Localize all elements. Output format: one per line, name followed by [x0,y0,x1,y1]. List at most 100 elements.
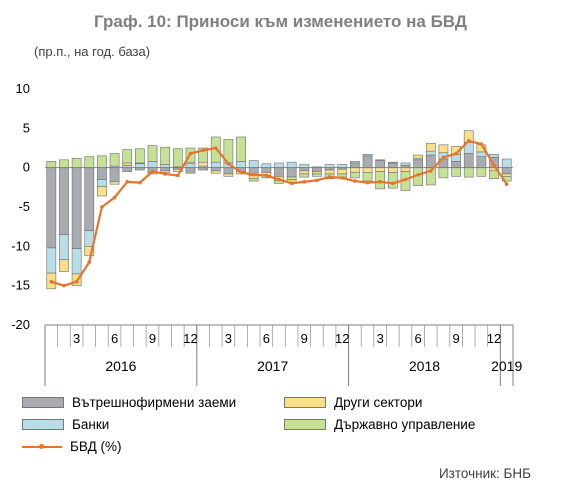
year-label: 2018 [409,358,440,374]
x-tick-label: 9 [149,331,156,346]
bars-layer [46,130,512,290]
legend-swatch-banks [22,419,64,430]
year-label: 2019 [491,358,522,374]
line-point [125,180,130,184]
legend-item-government: Държавно управление [284,417,475,432]
bar-other [223,173,234,177]
bar-banks [501,158,512,168]
bar-intercompany [122,167,133,172]
line-point [403,177,408,182]
legend-label-government: Държавно управление [334,417,476,432]
bar-banks [185,163,196,168]
legend-label-intercompany: Вътрешнофирмени заеми [72,395,237,410]
legend-item-other: Други сектори [284,395,422,410]
bar-intercompany [375,160,386,168]
line-point [365,180,370,185]
x-tick-label: 3 [73,331,80,346]
x-tick-label: 12 [487,331,501,346]
bar-intercompany [97,167,107,180]
bar-intercompany [59,167,69,235]
bar-government [59,159,69,168]
bar-banks [400,162,411,166]
y-tick-label: -5 [18,199,30,214]
bar-government [122,149,133,164]
bar-banks [97,179,107,187]
bar-intercompany [476,156,487,168]
bar-other [362,167,373,173]
line-point [302,180,307,184]
x-tick-label: 12 [335,331,349,346]
bar-banks [248,160,259,168]
line-layer [49,139,509,288]
bar-government [438,167,449,179]
x-tick-label: 9 [452,331,459,346]
line-point [289,181,294,186]
axes-layer: 10 5 0 -5 -10 -15 -20 3 6 9 12 3 6 9 12 3 6 9 12 2016 2017 20… [11,81,522,386]
legend-item-intercompany: Вътрешнофирмени заеми [22,395,236,410]
bar-other [400,167,411,172]
x-tick-label: 12 [183,331,197,346]
bar-intercompany [387,162,398,168]
legend-label-banks: Банки [72,417,110,432]
line-point [479,142,484,146]
bar-government [312,173,322,177]
x-tick-label: 3 [225,331,232,346]
bar-other [198,161,208,167]
bar-other [387,167,398,173]
x-tick-label: 6 [111,331,118,346]
chart-plot: 10 5 0 -5 -10 -15 -20 3 6 9 12 3 6 9 12 3 6 9 12 2016 2017 20… [11,81,522,386]
bar-other [413,154,423,159]
bar-other [324,169,335,175]
bar-government [172,148,183,168]
bar-government [463,167,474,178]
bar-other [501,173,512,177]
bar-intercompany [312,167,322,172]
bar-banks [46,247,57,274]
bar-intercompany [261,167,272,173]
bar-intercompany [425,154,436,168]
line-point [378,180,382,184]
bar-banks [135,163,145,168]
bar-intercompany [451,161,461,168]
bar-government [299,173,310,178]
line-point [492,163,496,168]
line-point [441,155,446,160]
bar-intercompany [223,167,234,175]
bar-banks [274,162,284,168]
bar-other [375,167,386,172]
legend-item-banks: Банки [22,417,109,432]
line-point [213,146,218,150]
line-point [315,178,319,183]
bar-government [489,170,499,179]
bar-government [71,157,82,168]
legend-swatch-government [284,419,326,430]
bar-banks [476,151,487,157]
bar-government [147,145,158,162]
line-point [504,182,509,186]
bar-banks [362,153,373,157]
bar-government [350,172,360,179]
line-point [340,176,345,180]
y-tick-label: 5 [23,120,30,135]
line-point [188,151,193,156]
bar-other [210,170,221,174]
bar-banks [375,159,386,161]
bar-intercompany [71,167,82,249]
bar-government [387,172,398,189]
chart-title: Граф. 10: Приноси към изменението на БВД [94,12,467,31]
bar-government [248,178,259,182]
bar-banks [350,161,360,164]
bar-intercompany [463,153,474,168]
bar-other [438,144,449,154]
y-tick-label: 10 [16,81,30,96]
line-point [391,181,395,186]
y-tick-label: -15 [11,278,30,293]
x-tick-label: 3 [377,331,384,346]
bar-intercompany [109,167,120,183]
bar-government [198,147,208,163]
bar-other [350,167,360,173]
x-tick-label: 9 [301,331,308,346]
bar-intercompany [350,162,360,168]
bar-government [135,148,145,164]
line-point [150,169,155,174]
